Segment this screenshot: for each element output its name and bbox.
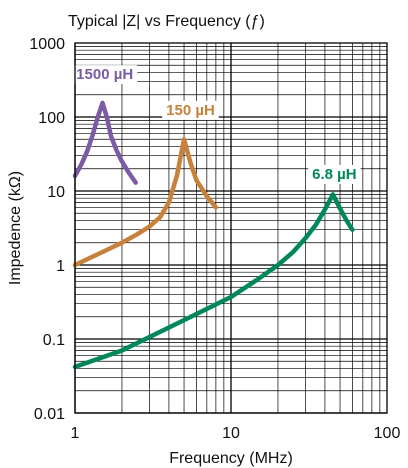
y-tick-label: 1 <box>56 258 65 275</box>
series-label-background <box>72 65 138 85</box>
y-tick-label: 1000 <box>29 36 65 53</box>
series-labels: 1500 µH 150 µH 6.8 µH <box>72 65 361 184</box>
series-label: 1500 µH <box>76 66 133 83</box>
series-label: 6.8 µH <box>312 166 357 183</box>
series-line <box>72 192 355 370</box>
y-tick-label: 10 <box>47 184 65 201</box>
series-label: 150 µH <box>166 102 215 119</box>
series-group <box>72 100 355 370</box>
y-tick-label: 0.1 <box>43 332 65 349</box>
y-tick-label: 0.01 <box>34 406 65 423</box>
series-line <box>72 137 219 268</box>
series-label-background <box>162 100 219 120</box>
x-axis-label: Frequency (MHz) <box>169 450 293 467</box>
grid <box>74 43 387 414</box>
y-tick-label: 100 <box>38 110 65 127</box>
chart-title: Typical |Z| vs Frequency (ƒ) <box>68 13 265 30</box>
x-tick-label: 100 <box>374 425 401 442</box>
tick-labels: 1 10 100 0.01 0.1 1 10 100 1000 <box>29 36 400 442</box>
x-tick-label: 1 <box>71 425 80 442</box>
series-line <box>72 100 138 185</box>
y-axis-label: Impedence (kΩ) <box>7 171 24 285</box>
x-tick-label: 10 <box>222 425 240 442</box>
plot-frame <box>74 42 388 414</box>
series-label-background <box>308 164 361 184</box>
